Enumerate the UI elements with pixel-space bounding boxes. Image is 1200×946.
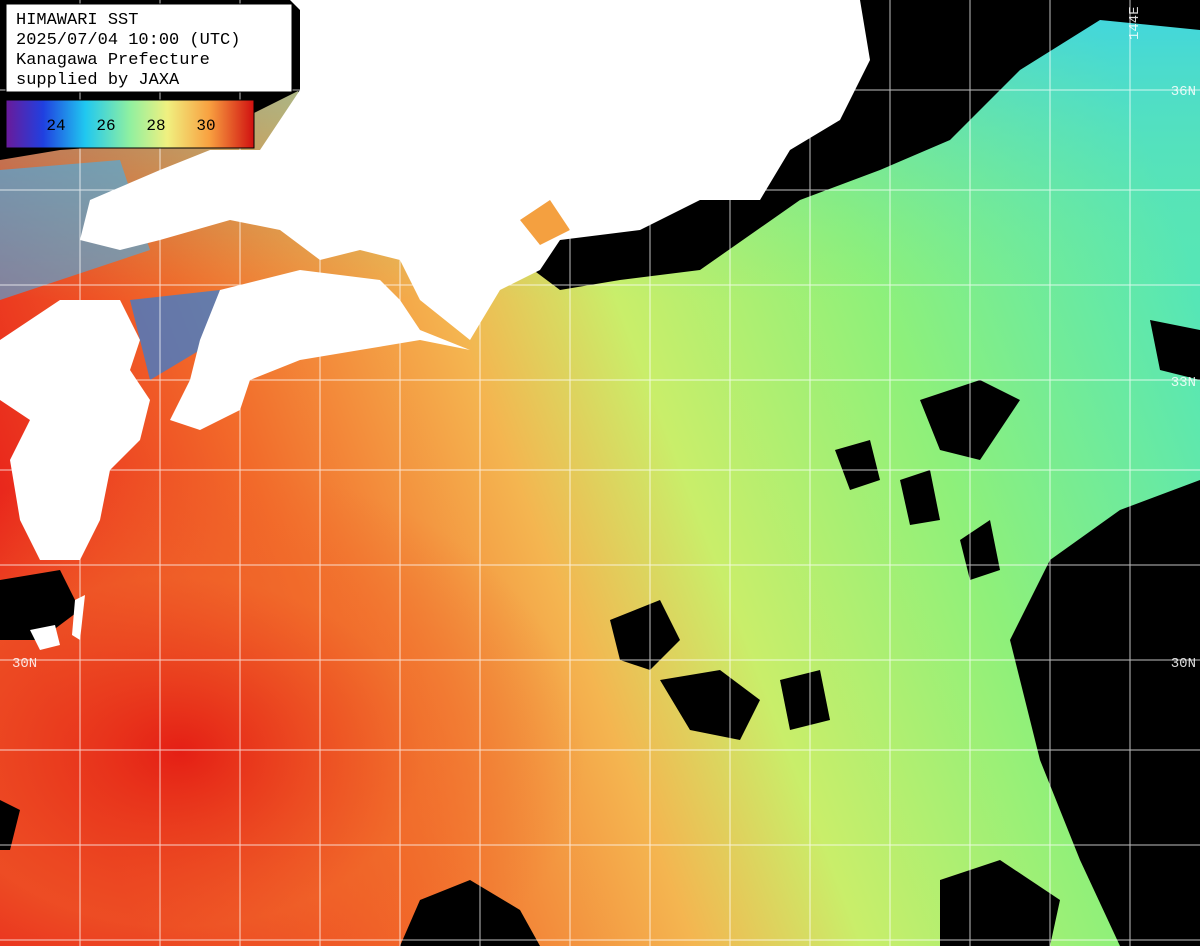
colorbar-label: 26 [96,117,115,135]
land [0,0,870,650]
credit: supplied by JAXA [16,71,180,90]
organization: Kanagawa Prefecture [16,51,210,70]
colorbar [5,99,255,149]
title: HIMAWARI SST [16,11,138,30]
warm-water [0,300,900,946]
timestamp: 2025/07/04 10:00 (UTC) [16,31,240,50]
longitude-label: 144E [1127,6,1143,40]
latitude-label: 36N [1171,84,1196,100]
latitude-label: 30N [1171,656,1196,672]
colorbar-label: 28 [146,117,165,135]
longitude-label: 135E [485,6,501,40]
colorbar-label: 24 [46,117,65,135]
cool-water [130,290,220,380]
info-box [5,3,293,93]
latitude-label: 33N [1171,375,1196,391]
latitude-label: 30N [12,656,37,672]
colorbar-label: 30 [196,117,215,135]
